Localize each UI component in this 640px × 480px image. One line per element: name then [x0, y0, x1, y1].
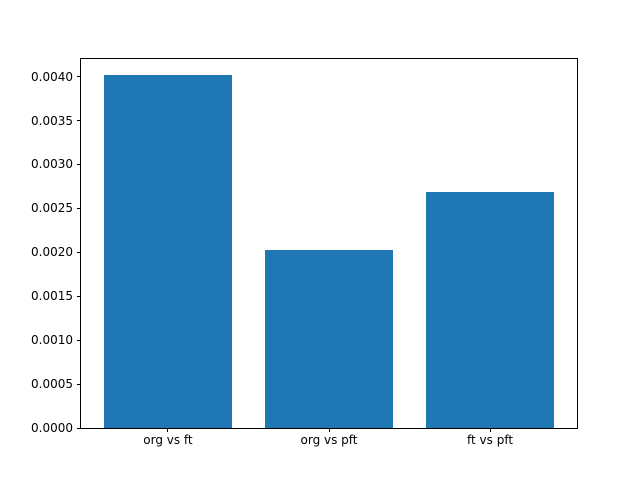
y-tick-mark: [77, 207, 81, 209]
bar-org-vs-ft: [103, 74, 233, 428]
y-tick-mark: [77, 120, 81, 121]
y-tick-mark: [77, 339, 81, 341]
y-tick-label: 0.0040: [31, 69, 73, 84]
y-tick-label: 0.0000: [31, 421, 73, 435]
y-tick-mark: [77, 251, 81, 253]
y-tick-mark: [77, 383, 81, 385]
y-tick-label: 0.0015: [31, 289, 73, 304]
bar-ft-vs-pft: [425, 191, 555, 428]
y-tick-label: 0.0020: [31, 245, 73, 260]
y-tick-label: 0.0005: [31, 377, 73, 392]
y-tick-mark: [77, 76, 81, 78]
y-tick-label: 0.0025: [31, 201, 73, 216]
y-tick-label: 0.0035: [31, 113, 73, 128]
x-tick-mark: [167, 428, 169, 432]
x-tick-label: org vs ft: [143, 433, 193, 447]
x-tick-mark: [489, 428, 491, 432]
bar-org-vs-pft: [264, 249, 394, 428]
x-tick-label: ft vs pft: [467, 433, 514, 447]
y-tick-mark: [77, 295, 81, 297]
y-tick-mark: [77, 427, 81, 429]
plot-area: 0.0000 0.0005 0.0010 0.0015 0.0020 0.0025 0.00…: [31, 58, 578, 447]
x-tick-label: org vs pft: [300, 433, 358, 447]
y-tick-label: 0.0030: [31, 157, 73, 172]
y-tick-label: 0.0010: [31, 333, 73, 348]
y-tick-mark: [77, 163, 81, 165]
x-tick-mark: [328, 428, 330, 432]
